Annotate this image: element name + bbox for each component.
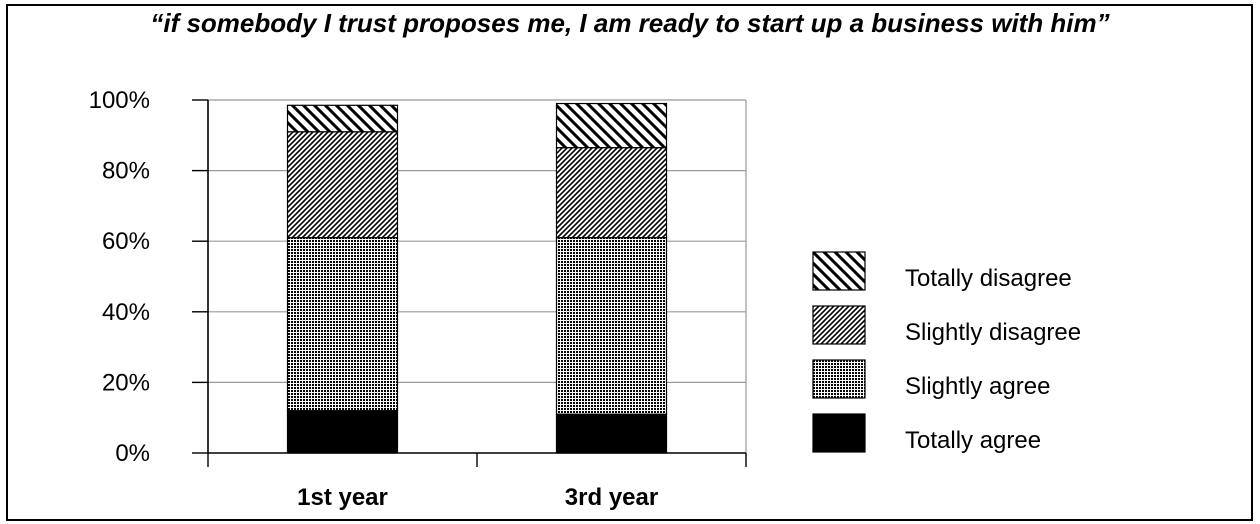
legend-swatch: [812, 359, 866, 399]
bar-segment: [286, 104, 399, 133]
x-tick-label: 3rd year: [565, 484, 658, 511]
legend-label: Totally disagree: [905, 265, 1072, 292]
y-tick-label: 100%: [89, 87, 150, 114]
legend-label: Slightly agree: [905, 373, 1050, 400]
legend-label: Slightly disagree: [905, 319, 1081, 346]
legend-swatch: [812, 413, 866, 453]
y-tick-label: 40%: [102, 299, 150, 326]
legend-swatch: [812, 305, 866, 345]
bar-segment: [555, 147, 668, 239]
bar-segment: [286, 410, 399, 454]
y-tick-label: 60%: [102, 228, 150, 255]
legend-swatch: [812, 251, 866, 291]
y-tick-label: 80%: [102, 158, 150, 185]
x-tick-label: 1st year: [297, 484, 388, 511]
bar-segment: [555, 237, 668, 415]
legend-label: Totally agree: [905, 427, 1041, 454]
bar-segment: [555, 413, 668, 454]
bar-segment: [555, 102, 668, 149]
chart-title: “if somebody I trust proposes me, I am r…: [150, 8, 1110, 38]
y-tick-label: 20%: [102, 369, 150, 396]
bar-segment: [286, 131, 399, 239]
bar-segment: [286, 237, 399, 412]
chart-frame: [6, 4, 1253, 521]
y-tick-label: 0%: [115, 440, 150, 467]
